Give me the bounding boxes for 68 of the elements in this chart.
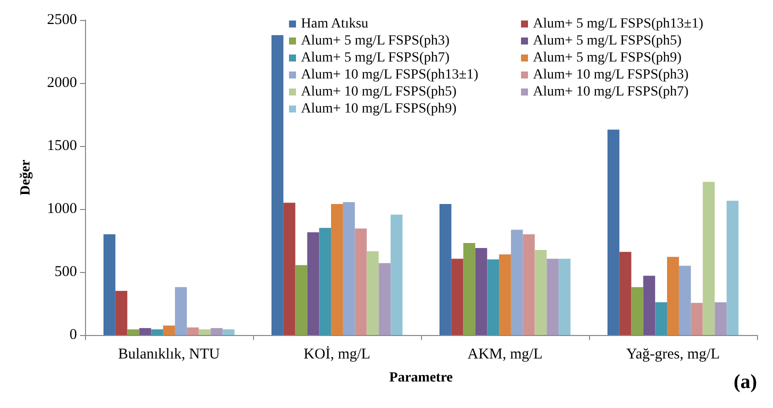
x-axis-title: Parametre [389,370,453,386]
bar [522,234,535,335]
bar [342,202,355,335]
bar [222,329,235,335]
legend-label: Alum+ 5 mg/L FSPS(ph9) [533,50,682,66]
y-tick-label: 500 [54,264,77,280]
bar [331,204,343,335]
bar [139,328,152,335]
bar [714,302,727,335]
legend-label: Alum+ 10 mg/L FSPS(ph5) [301,84,457,100]
legend-label: Ham Atıksu [301,16,368,32]
bar [534,250,547,335]
legend-label: Alum+ 5 mg/L FSPS(ph13±1) [533,16,704,32]
bar [463,243,476,335]
bar [510,230,523,335]
legend-label: Alum+ 10 mg/L FSPS(ph13±1) [301,68,479,82]
bar [163,326,175,335]
legend-label: Alum+ 10 mg/L FSPS(ph7) [533,84,689,100]
bar [354,228,367,335]
bar [690,302,703,335]
legend-label: Alum+ 10 mg/L FSPS(ph3) [533,68,689,82]
bar [378,263,391,335]
text: (a) [734,371,758,393]
bar [546,258,559,335]
x-tick-label: Yağ-gres, mg/L [626,346,720,362]
bar [319,228,332,335]
bar [607,130,620,335]
bar [487,259,500,335]
x-tick-label: Bulanıklık, NTU [118,346,220,362]
bar [631,287,644,335]
bar [390,214,403,335]
bar [655,302,668,335]
bar [475,248,488,335]
bar [726,200,739,335]
bar [643,276,656,335]
bar [499,254,511,335]
bar [702,182,715,335]
legend-label: Alum+ 10 mg/L FSPS(ph9) [301,102,457,116]
x-tick-label: AKM, mg/L [468,346,542,362]
bar [619,252,632,335]
bar [103,234,116,335]
x-tick-label: KOİ, mg/L [304,346,370,362]
y-tick-label: 2000 [47,75,77,91]
bar [667,256,679,335]
y-tick-label: 0 [70,327,77,343]
legend-label: Alum+ 5 mg/L FSPS(ph7) [301,50,450,66]
bar [210,328,223,335]
bar [307,232,320,335]
bar [151,329,164,335]
bar [127,329,140,335]
y-tick-label: 1000 [47,201,77,217]
y-axis-title: Değer [18,160,34,196]
bar [115,290,128,335]
bar [271,35,284,335]
bar [451,258,464,335]
bar [174,287,187,335]
legend-label: Alum+ 5 mg/L FSPS(ph3) [301,34,450,48]
bar [366,251,379,335]
y-tick-label: 2500 [47,12,77,28]
y-tick-label: 1500 [47,138,77,154]
bar [186,327,199,335]
bar [198,329,211,335]
bar [295,265,308,335]
legend-label: Alum+ 5 mg/L FSPS(ph5) [533,34,682,48]
bar [678,266,691,335]
bar [558,258,571,335]
bar [283,202,296,335]
bar [439,204,452,335]
